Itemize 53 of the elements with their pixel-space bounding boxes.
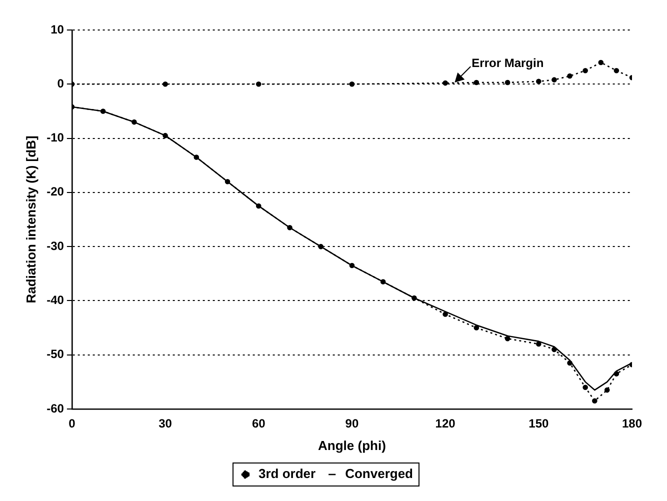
- point: [582, 68, 588, 74]
- x-tick-label: 30: [158, 416, 172, 431]
- point: [474, 325, 480, 330]
- point: [604, 387, 610, 393]
- legend-label: 3rd order: [258, 466, 316, 482]
- point: [614, 371, 620, 376]
- point: [552, 346, 557, 352]
- x-tick-label: 180: [622, 416, 642, 431]
- point: [349, 262, 355, 268]
- x-tick-label: 0: [68, 416, 76, 431]
- y-tick-label: -10: [46, 130, 64, 145]
- x-tick-label: 60: [252, 416, 266, 431]
- point: [132, 119, 137, 125]
- annotation: Error Margin: [472, 56, 544, 70]
- x-tick-label: 120: [435, 416, 456, 431]
- point: [349, 81, 355, 87]
- legend-label: Converged: [345, 466, 414, 482]
- x-tick-label: 150: [528, 416, 549, 431]
- point: [504, 336, 510, 342]
- point: [318, 244, 324, 250]
- point: [100, 108, 106, 114]
- point: [582, 384, 588, 390]
- point: [256, 203, 262, 209]
- point: [412, 295, 417, 301]
- point: [224, 178, 230, 184]
- point: [380, 279, 386, 284]
- point: [614, 68, 620, 74]
- point: [552, 77, 557, 82]
- y-tick-label: 10: [50, 22, 64, 36]
- point: [194, 154, 200, 160]
- point: [162, 81, 168, 87]
- y-tick-label: -20: [46, 184, 64, 199]
- point: [442, 312, 448, 317]
- point: [162, 132, 168, 138]
- y-axis-title: Radiation intensity (K) [dB]: [23, 136, 38, 304]
- point: [504, 80, 510, 86]
- y-tick-label: -50: [46, 347, 64, 362]
- y-tick-label: -40: [46, 293, 64, 308]
- point: [598, 60, 604, 66]
- point: [592, 398, 598, 404]
- y-tick-label: -30: [46, 238, 64, 253]
- point: [536, 78, 542, 84]
- point: [474, 80, 480, 86]
- point: [256, 81, 262, 87]
- point: [442, 80, 448, 86]
- point: [567, 73, 572, 79]
- point: [567, 360, 572, 366]
- x-tick-label: 90: [345, 416, 359, 431]
- point: [287, 224, 292, 230]
- point: [536, 341, 542, 347]
- y-tick-label: 0: [57, 76, 64, 90]
- x-axis-title: Angle (phi): [318, 438, 386, 453]
- y-tick-label: -60: [46, 401, 64, 416]
